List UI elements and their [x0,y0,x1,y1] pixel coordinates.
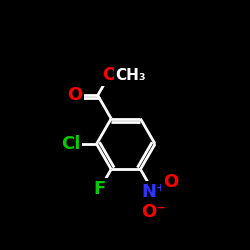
Text: O: O [163,173,178,191]
Text: N⁺: N⁺ [141,183,166,201]
Text: O: O [102,66,117,84]
Text: O: O [67,86,82,104]
Text: O⁻: O⁻ [141,203,166,221]
Text: CH₃: CH₃ [116,68,146,83]
Text: Cl: Cl [61,135,80,153]
Text: F: F [94,180,106,198]
